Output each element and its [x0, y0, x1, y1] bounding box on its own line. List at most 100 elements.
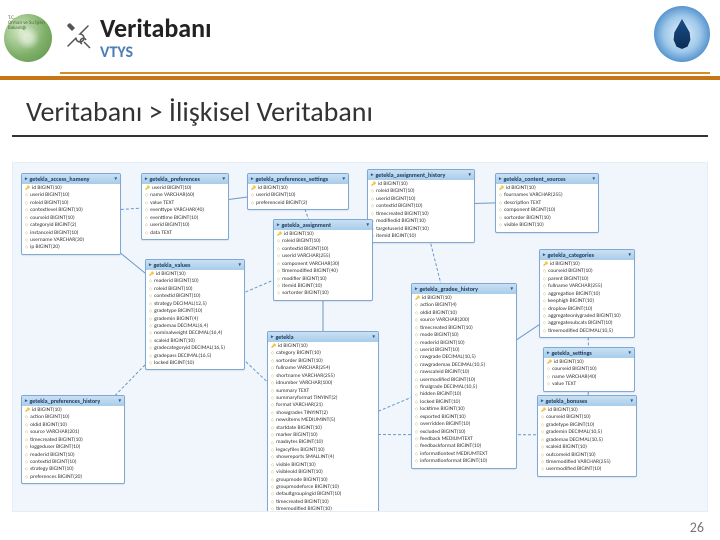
db-field: feedbackformat BIGINT(10) [415, 443, 513, 450]
db-field: contextid BIGINT(10) [149, 293, 241, 300]
db-field: format VARCHAR(21) [271, 402, 375, 409]
db-field: grademin DECIMAL(10,5) [541, 429, 633, 436]
db-field: readerid BIGINT(10) [25, 452, 121, 459]
db-field: name VARCHAR(40) [547, 374, 631, 381]
db-table-body: id BIGINT(10)courseid BIGINT(10)name VAR… [544, 358, 634, 391]
db-table-body: userid BIGINT(10)name VARCHAR(60)value T… [142, 184, 228, 239]
db-field: action BIGINT(10) [25, 414, 121, 421]
db-table-header: getekla [268, 332, 378, 342]
db-field: fournames VARCHAR(255) [499, 192, 595, 199]
db-field: timecreated BIGINT(10) [415, 325, 513, 332]
db-table-header: getekla_settings [544, 348, 634, 358]
db-table: getekla_assignment_historyid BIGINT(10)r… [367, 169, 475, 243]
db-table: geteklaid BIGINT(10)category BIGINT(10)s… [267, 331, 379, 512]
db-field: name VARCHAR(60) [145, 192, 225, 199]
db-field: targetuserid BIGINT(10) [371, 226, 471, 233]
db-field: eventtime BIGINT(10) [145, 215, 225, 222]
db-field: userid VARCHAR(255) [277, 253, 369, 260]
db-field: informationformat BIGINT(10) [415, 458, 513, 465]
db-table-body: id BIGINT(10)action BIGINT(10)oldid BIGI… [22, 406, 124, 483]
db-field: sortorder BIGINT(10) [499, 215, 595, 222]
db-field: readerid BIGINT(10) [415, 340, 513, 347]
db-field: component VARCHAR(30) [277, 261, 369, 268]
db-field: shortname VARCHAR(255) [271, 373, 375, 380]
db-field: keephigh BIGINT(10) [543, 298, 631, 305]
db-field: rawscaleid BIGINT(10) [415, 369, 513, 376]
db-table-header: getekla_preferences [142, 174, 228, 184]
db-table: getekla_content_sourcesid BIGINT(10)four… [495, 173, 599, 233]
db-field: contextlevel BIGINT(10) [25, 207, 117, 214]
db-field: timemodified BIGINT(10) [271, 506, 375, 512]
db-field: hidden BIGINT(10) [415, 391, 513, 398]
db-table: getekla_valuesid BIGINT(10)readerid BIGI… [145, 259, 245, 370]
db-table-header: getekla_preferences_settings [248, 174, 348, 184]
db-field: strategy DECIMAL(12,5) [149, 301, 241, 308]
db-field: fullname VARCHAR(255) [543, 283, 631, 290]
db-field: eventtype VARCHAR(40) [145, 207, 225, 214]
db-table-body: id BIGINT(10)readerid BIGINT(10)roleid B… [146, 270, 244, 369]
db-field: userid BIGINT(10) [145, 222, 225, 229]
db-table-body: id BIGINT(10)courseid BIGINT(10)parent B… [540, 260, 634, 337]
db-field: outcomeid BIGINT(10) [541, 452, 633, 459]
db-table-body: id BIGINT(10)userid BIGINT(10)preference… [248, 184, 348, 209]
db-field: gradepass DECIMAL(16,5) [149, 353, 241, 360]
db-field: locked BIGINT(10) [149, 360, 241, 367]
db-field: categoryid BIGINT(2) [25, 222, 117, 229]
db-field: nominalweight DECIMAL(16,4) [149, 330, 241, 337]
db-table-header: getekla_content_sources [496, 174, 598, 184]
db-field: userid BIGINT(10) [25, 192, 117, 199]
db-field: usermodified BIGINT(10) [541, 466, 633, 473]
db-field: grademax DECIMAL(10,5) [541, 437, 633, 444]
db-table-header: getekla_bonuses [538, 396, 636, 406]
db-table: getekla_preferencesuserid BIGINT(10) name… [141, 173, 229, 240]
header-rule [60, 72, 710, 74]
db-field: component BIGINT(10) [499, 207, 595, 214]
db-table-header: getekla_categories [540, 250, 634, 260]
db-table: getekla_assignmentid BIGINT(10)roleid BI… [273, 219, 373, 301]
db-field: userid BIGINT(10) [251, 192, 345, 199]
page-title: Veritabanı [100, 15, 211, 41]
db-field: courseid BIGINT(10) [543, 268, 631, 275]
agency-logo [654, 6, 710, 62]
db-field: rawgrade DECIMAL(10,5) [415, 354, 513, 361]
slide-header: T.C. Orman ve Su İşleri Bakanlığı Verita… [0, 0, 720, 72]
db-table-body: id BIGINT(10)category BIGINT(10)sortorde… [268, 342, 378, 512]
db-field: grademin BIGINT(4) [149, 316, 241, 323]
db-table: getekla_preferences_settingsid BIGINT(10… [247, 173, 349, 210]
db-field: preferenceid BIGINT(2) [251, 200, 345, 207]
db-field: excluded BIGINT(10) [415, 429, 513, 436]
db-field: maxbytes BIGINT(10) [271, 439, 375, 446]
db-field: locktime BIGINT(10) [415, 406, 513, 413]
db-table: getekla_preferences_historyid BIGINT(10)… [21, 395, 125, 484]
db-field: strategy BIGINT(10) [25, 466, 121, 473]
db-field: defaultgroupingid BIGINT(10) [271, 491, 375, 498]
db-table-body: id BIGINT(10)fournames VARCHAR(255)descr… [496, 184, 598, 232]
db-field: fullname VARCHAR(254) [271, 365, 375, 372]
db-field: groupmode BIGINT(10) [271, 477, 375, 484]
db-field: value TEXT [547, 381, 631, 388]
db-table-header: getekla_gradee_history [412, 284, 516, 294]
db-field: category BIGINT(10) [271, 350, 375, 357]
db-field: modifier BIGINT(10) [277, 276, 369, 283]
db-field: scaleid BIGINT(10) [541, 444, 633, 451]
db-field: roleid BIGINT(10) [277, 238, 369, 245]
db-field: source VARCHAR(200) [415, 317, 513, 324]
db-field: gradetype BIGINT(10) [149, 308, 241, 315]
db-field: newsitems MEDIUMINT(5) [271, 417, 375, 424]
db-field: courseid BIGINT(10) [25, 215, 117, 222]
db-field: readerid BIGINT(10) [149, 278, 241, 285]
db-table-header: getekla_assignment_history [368, 170, 474, 180]
db-field: aggregatesubcats BIGINT(10) [543, 320, 631, 327]
db-field: droplow BIGINT(10) [543, 306, 631, 313]
db-table-body: id BIGINT(10)action BIGINT(4)oldid BIGIN… [412, 294, 516, 468]
db-field: showreports SMALLINT(4) [271, 454, 375, 461]
page-number: 26 [690, 519, 704, 536]
page-subtitle: VTYS [100, 43, 211, 62]
db-field: itemid BIGINT(10) [371, 233, 471, 240]
db-table: getekla_bonusesid BIGINT(10)courseid BIG… [537, 395, 637, 477]
breadcrumb: Veritabanı > İlişkisel Veritabanı [12, 80, 708, 137]
db-field: gradecategoryid DECIMAL(16,5) [149, 345, 241, 352]
db-field: idnumber VARCHAR(100) [271, 380, 375, 387]
db-table: getekla_categoriesid BIGINT(10)courseid … [539, 249, 635, 338]
db-field: timecreated BIGINT(10) [25, 437, 121, 444]
